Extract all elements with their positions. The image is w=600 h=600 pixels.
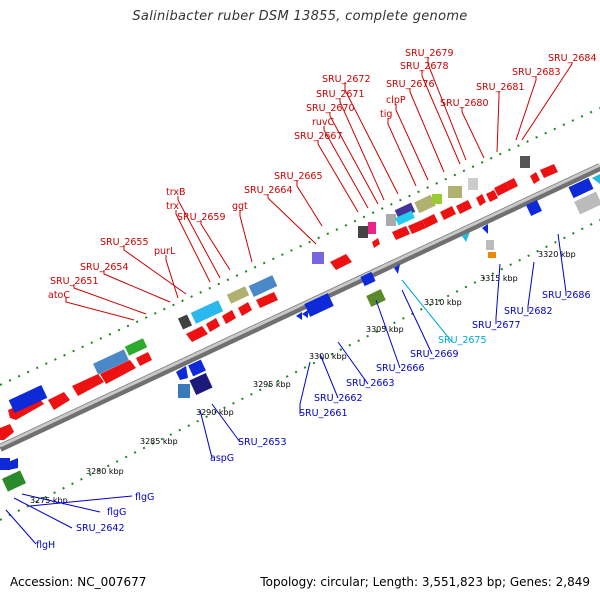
gene-label: SRU_2651 [50,276,99,287]
tick-label: 3300 kbp [309,352,347,361]
gene-label: SRU_2662 [314,393,363,404]
forward-genes [0,164,558,440]
gene-arrow [256,292,278,308]
gene-label: SRU_2680 [440,98,489,109]
tick-label: 3320 kbp [538,250,576,259]
gene-arrow [222,310,236,324]
gene-arrow [506,178,518,190]
gene-arrow [48,392,70,410]
gene-label: SRU_2655 [100,237,149,248]
gene-label: SRU_2681 [476,82,525,93]
tick-label: 3295 kbp [253,380,291,389]
top-leader-lines [65,57,573,321]
gene-label: SRU_2653 [238,437,287,448]
gene-label: flgG [135,492,154,503]
gene-arrow [408,220,426,234]
gene-label: ruvC [312,117,335,128]
gene-arrow [136,352,152,366]
map-title: Salinibacter ruber DSM 13855, complete g… [132,9,468,24]
tick-label: 3280 kbp [86,467,124,476]
gene-label: aspG [210,453,234,464]
gene-label: SRU_2665 [274,171,323,182]
gene-label: SRU_2676 [386,79,435,90]
gene-label: trx [166,201,179,212]
gene-label: flgG [107,507,126,518]
gene-arrow [494,182,510,196]
bottom-gene-labels: SRU_2686 SRU_2682 SRU_2677 SRU_2675 SRU_… [36,290,591,551]
gene-label: SRU_2666 [376,363,425,374]
gene-label: SRU_2642 [76,523,125,534]
lower-dotted-guide [0,219,600,521]
gene-label: SRU_2679 [405,48,454,59]
gene-arrow [440,206,456,220]
gene-arrow [540,164,558,178]
gene-arrow [238,302,252,316]
gene-label: SRU_2661 [299,408,348,419]
gene-label: SRU_2669 [410,349,459,360]
gene-label: SRU_2678 [400,61,449,72]
gene-arrow [186,326,208,342]
gene-label: SRU_2686 [542,290,591,301]
gene-label: SRU_2663 [346,378,395,389]
accession-text: Accession: NC_007677 [10,575,147,589]
top-gene-labels: SRU_2679 SRU_2684 SRU_2678 SRU_2683 SRU_… [48,48,597,301]
gene-label: SRU_2675 [438,335,487,346]
gene-label: SRU_2667 [294,131,343,142]
gene-label: SRU_2670 [306,103,355,114]
tick-label: 3305 kbp [366,325,404,334]
gene-label: SRU_2684 [548,53,597,64]
gene-label: SRU_2654 [80,262,129,273]
upper-dotted-guide [0,107,600,386]
gene-label: tig [380,109,392,120]
gene-arrow [422,214,438,228]
gene-arrow [372,238,380,248]
gene-arrow [100,360,136,384]
tick-label: 3290 kbp [196,408,234,417]
backbone [0,163,600,452]
forward-features [8,156,530,413]
gene-label: SRU_2659 [177,212,226,223]
tick-label: 3310 kbp [424,298,462,307]
gene-label: purL [154,246,176,257]
tick-label: 3285 kbp [140,437,178,446]
gene-arrow [476,194,486,206]
gene-arrow [486,190,498,202]
reverse-genes [0,174,600,492]
gene-label: SRU_2682 [504,306,553,317]
gene-label: flgH [36,540,55,551]
gene-label: SRU_2671 [316,89,365,100]
gene-label: ggt [232,201,248,212]
gene-label: SRU_2683 [512,67,561,78]
gene-arrow [330,254,352,270]
gene-arrow [0,424,14,440]
bottom-leader-lines [5,233,567,545]
gene-arrow [530,172,540,184]
gene-label: atoC [48,290,70,301]
gene-label: SRU_2664 [244,185,293,196]
gene-label: clpP [386,95,406,106]
gene-arrow [456,200,472,214]
gene-label: trxB [166,187,186,198]
genome-summary-text: Topology: circular; Length: 3,551,823 bp… [260,575,590,589]
gene-arrow [392,226,410,240]
gene-label: SRU_2677 [472,320,521,331]
gene-arrow [72,374,104,396]
gene-arrow [206,318,220,332]
gene-label: SRU_2672 [322,74,371,85]
